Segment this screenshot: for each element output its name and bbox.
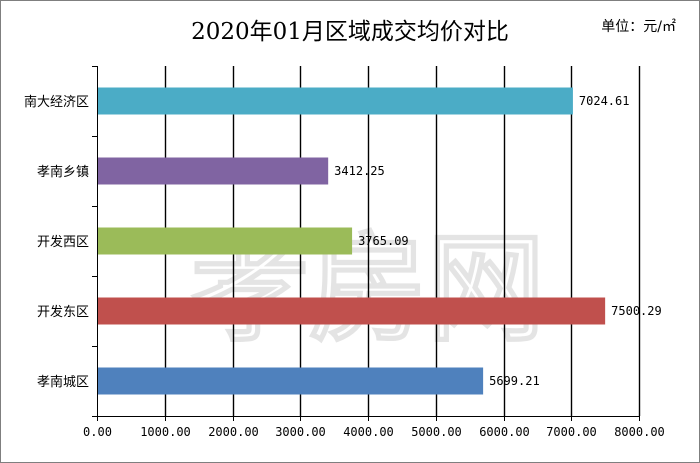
value-label: 7500.29 [611,304,662,318]
x-tick-label: 7000.00 [546,425,597,439]
bar-3 [98,227,353,255]
bars [98,87,606,395]
axes [92,66,640,421]
x-tick-label: 5000.00 [411,425,462,439]
x-tick-label: 6000.00 [479,425,530,439]
chart-title: 2020年01月区域成交均价对比 [191,19,509,45]
x-tick-label: 4000.00 [343,425,394,439]
x-tick-label: 1000.00 [140,425,191,439]
unit-label: 单位：元/㎡ [601,19,676,35]
bar-1 [98,87,573,115]
category-label: 孝南城区 [37,374,89,390]
bar-4 [98,297,606,325]
x-tick-label: 3000.00 [275,425,326,439]
value-label: 5699.21 [489,374,540,388]
labels: 0.00 1000.00 2000.00 3000.00 4000.00 5000.00 6… [24,94,665,439]
value-label: 7024.61 [579,94,630,108]
bar-5 [98,367,484,395]
category-label: 孝南乡镇 [37,164,89,180]
x-tick-label: 8000.00 [614,425,665,439]
value-label: 3765.09 [358,234,409,248]
category-label: 开发东区 [37,304,89,320]
category-label: 南大经济区 [24,94,89,110]
category-label: 开发西区 [37,234,89,250]
x-tick-label: 2000.00 [208,425,259,439]
x-tick-label: 0.00 [83,425,112,439]
bar-2 [98,157,329,185]
value-label: 3412.25 [334,164,385,178]
